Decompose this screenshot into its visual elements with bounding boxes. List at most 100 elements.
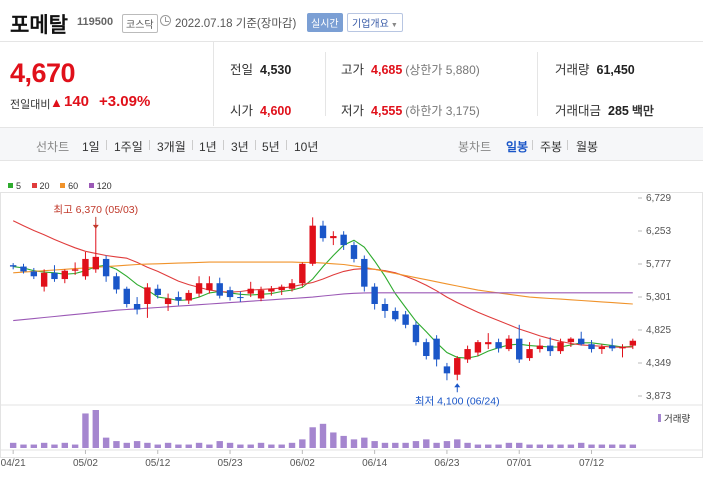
volume-bar [195, 442, 203, 448]
candle-body [185, 292, 192, 301]
volume-bar [371, 441, 378, 448]
volume-bar [226, 442, 234, 448]
prev-close: 전일 4,530 [230, 59, 291, 78]
period-3y[interactable]: 3년 [231, 140, 249, 154]
high-annotation-arrowhead [92, 224, 99, 229]
company-overview-button[interactable]: 기업개요 ▼ [347, 13, 403, 32]
legend-swatch [8, 183, 13, 188]
volume-bar [288, 442, 296, 448]
period-1y[interactable]: 1년 [199, 140, 217, 154]
realtime-button[interactable]: 실시간 [307, 13, 343, 32]
candle-daily[interactable]: 일봉 [506, 140, 529, 154]
period-1d[interactable]: 1일 [82, 140, 100, 154]
separator [532, 140, 533, 150]
high-annotation: 최고 6,370 (05/03) [53, 204, 138, 216]
volume-bar [598, 444, 606, 448]
candle-body [371, 286, 378, 305]
candle-body [113, 276, 120, 290]
volume-label: 거래량 [555, 63, 590, 77]
legend-label: 120 [96, 181, 112, 191]
volume-bar [216, 441, 223, 448]
volume-bar [423, 439, 430, 448]
candle-body [505, 338, 513, 350]
legend-item-ma120: 120 [88, 181, 112, 191]
candle-body [195, 283, 203, 294]
candle-body [82, 258, 89, 277]
candle-body [464, 349, 471, 360]
volume-bar [40, 442, 48, 448]
volume-bar [443, 441, 451, 448]
volume-bar [113, 441, 120, 448]
volume-legend-swatch [658, 414, 661, 422]
candle-body [288, 283, 296, 289]
candle-body [485, 342, 492, 345]
divider [537, 52, 538, 116]
low-label: 저가 [341, 104, 365, 118]
candle-monthly[interactable]: 월봉 [576, 140, 599, 154]
volume-bar [412, 441, 420, 448]
volume-bar [516, 442, 523, 448]
candle-body [361, 258, 368, 287]
low-annotation: 최저 4,100 (06/24) [415, 395, 500, 407]
candle-weekly[interactable]: 주봉 [540, 140, 563, 154]
candle-body [340, 234, 347, 246]
volume-bar [51, 444, 58, 448]
volume-bar [102, 437, 110, 448]
candle-body [133, 304, 141, 310]
candle-body [330, 236, 337, 239]
separator [567, 140, 568, 150]
volume-bar [175, 444, 182, 448]
prev-close-label: 전일 [230, 63, 254, 77]
high-price: 고가 4,685 (상한가 5,880) [341, 59, 480, 78]
volume-bar [588, 444, 595, 448]
candle-body [299, 263, 306, 284]
volume-bar [247, 444, 254, 448]
clock-icon [160, 15, 171, 26]
upper-limit: (상한가 5,880) [405, 63, 480, 77]
x-tick-label: 05/02 [73, 458, 98, 469]
volume-bar [237, 444, 244, 448]
volume-bar [629, 444, 637, 448]
volume-bar [278, 444, 285, 448]
volume-bar [82, 413, 89, 448]
period-10y[interactable]: 10년 [294, 140, 319, 154]
volume-bar [133, 441, 141, 448]
volume-bar [185, 444, 192, 448]
market-badge: 코스닥 [122, 14, 158, 33]
ma60-line [13, 261, 633, 305]
volume-bar [61, 442, 69, 448]
candle-body [71, 269, 79, 271]
candle-body [144, 287, 151, 305]
candle-body [495, 342, 502, 349]
amount-unit: 백만 [631, 104, 654, 118]
volume-bar [154, 444, 161, 448]
y-tick-label: 4,349 [646, 358, 671, 369]
x-tick-label: 04/21 [1, 458, 26, 469]
candle-body [557, 342, 564, 352]
y-tick-label: 6,729 [646, 193, 671, 204]
period-5y[interactable]: 5년 [262, 140, 280, 154]
candle-body [40, 272, 48, 287]
candle-chart-button[interactable]: 봉차트 [458, 140, 492, 154]
volume-bar [392, 442, 399, 448]
candle-body [278, 286, 285, 291]
legend-item-ma5: 5 [8, 181, 21, 191]
legend-swatch [31, 183, 37, 188]
line-chart-button[interactable]: 선차트 [36, 140, 70, 154]
volume-bar [619, 444, 626, 448]
candle-body [381, 304, 389, 311]
period-3m[interactable]: 3개월 [157, 140, 186, 154]
period-bar: 선차트 1일 1주일 3개월 1년 3년 5년 10년 봉차트 일봉 주봉 월봉 [0, 127, 703, 161]
period-1w[interactable]: 1주일 [114, 140, 143, 154]
legend-swatch [60, 183, 66, 188]
open-value: 4,600 [260, 104, 292, 118]
y-tick-label: 5,301 [646, 292, 671, 303]
volume-bar [340, 435, 347, 448]
candle-body [154, 288, 161, 295]
volume-bar [9, 442, 17, 448]
y-tick-label: 4,825 [646, 325, 671, 336]
candle-body [629, 340, 637, 346]
candle-body [392, 310, 399, 320]
candle-body [402, 314, 409, 325]
volume-bar [485, 444, 492, 448]
